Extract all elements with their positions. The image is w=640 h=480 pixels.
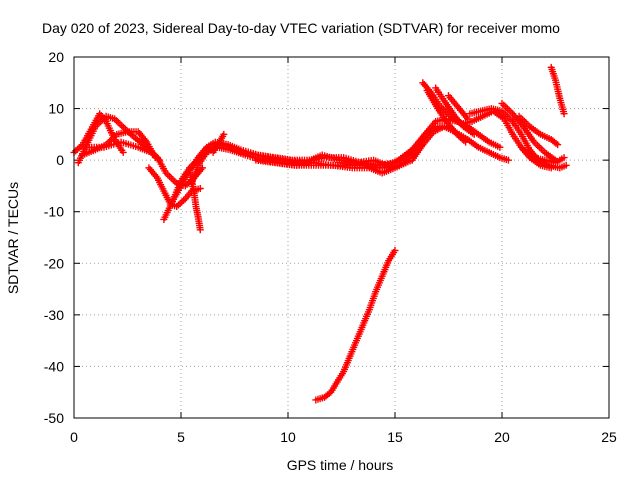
data-point [562, 161, 570, 169]
x-tick-label: 10 [280, 429, 296, 445]
series-arc-23 [547, 63, 568, 118]
x-tick-label: 15 [387, 429, 403, 445]
data-point [464, 115, 472, 123]
x-tick-label: 5 [177, 429, 185, 445]
series-arc-4 [83, 138, 164, 164]
y-tick-label: -20 [44, 255, 64, 271]
series-arc-18 [408, 123, 512, 164]
y-tick-label: -50 [44, 410, 64, 426]
chart-title: Day 020 of 2023, Sidereal Day-to-day VTE… [42, 20, 560, 36]
y-tick-label: -30 [44, 307, 64, 323]
y-tick-label: -10 [44, 204, 64, 220]
data-point [119, 148, 127, 156]
series-arc-6 [160, 123, 452, 223]
data-point [552, 139, 560, 147]
y-tick-label: 10 [48, 101, 64, 117]
axis-ticks: 0 5 10 15 20 25 -50 -40 -30 -20 -10 0 10 20 [44, 49, 617, 445]
plot-frame [73, 56, 610, 419]
x-tick-label: 20 [494, 429, 510, 445]
data-point [156, 156, 164, 164]
data-points [70, 63, 570, 404]
data-point [560, 154, 568, 162]
y-tick-label: -40 [44, 358, 64, 374]
data-point [220, 130, 228, 138]
y-tick-label: 0 [56, 152, 64, 168]
series-arc-16 [445, 92, 472, 123]
data-point [554, 141, 562, 149]
y-tick-label: 20 [48, 49, 64, 65]
series-arc-22 [519, 146, 568, 167]
data-point [560, 110, 568, 118]
series-arc-12 [312, 246, 399, 404]
series-arc-10 [209, 130, 228, 156]
x-tick-label: 25 [601, 429, 617, 445]
x-axis-label: GPS time / hours [287, 457, 394, 473]
data-point [196, 185, 204, 193]
data-point [504, 156, 512, 164]
data-point [196, 226, 204, 234]
series-arc-19 [466, 105, 570, 172]
grid [74, 57, 609, 418]
series-arc-21 [515, 112, 562, 149]
data-point [391, 246, 399, 254]
y-axis-label: SDTVAR / TECUs [5, 182, 21, 294]
x-tick-label: 0 [70, 429, 78, 445]
series-arc-17 [400, 115, 504, 167]
data-point [496, 143, 504, 151]
